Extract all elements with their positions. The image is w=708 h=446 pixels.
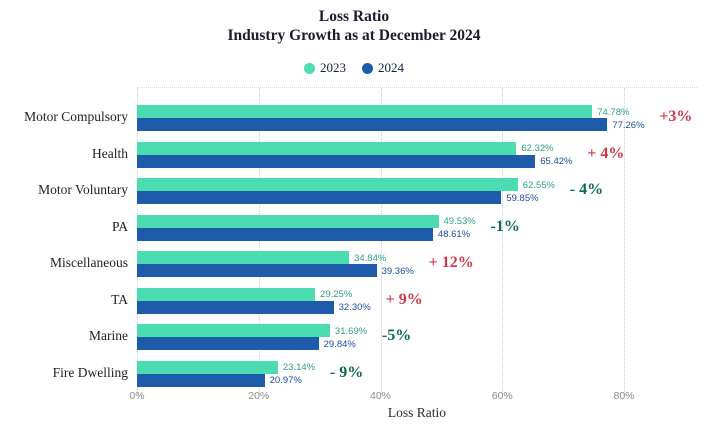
- bar-value-label-2024: 48.61%: [437, 229, 471, 240]
- bar-2023: [137, 105, 593, 118]
- change-annotation: - 4%: [569, 181, 604, 198]
- bar-value-label-2024: 29.84%: [323, 338, 356, 350]
- gridline-40%: [380, 88, 382, 394]
- x-tick-label: 80%: [613, 390, 635, 402]
- plot-area: 74.78% 77.26% +3% 62.32% 65.42% + 4% 62.55% 59.…: [137, 87, 697, 394]
- x-tick-label: 60%: [491, 390, 513, 402]
- bar-2024: [137, 118, 608, 131]
- gridline-80%: [624, 88, 625, 394]
- bar-2023: [137, 214, 439, 228]
- bar-value-label-2023: 49.53%: [443, 216, 476, 227]
- bar-value-label-2024: 77.26%: [612, 119, 645, 131]
- bar-value-label-2023: 34.84%: [354, 252, 387, 264]
- bar-value-label-2023: 62.32%: [521, 143, 554, 154]
- category-label: Miscellaneous: [50, 255, 128, 270]
- change-annotation: - 9%: [329, 363, 364, 381]
- chart-title-line2: Industry Growth as at December 2024: [227, 27, 481, 44]
- bar-value-label-2023: 74.78%: [597, 106, 630, 118]
- x-tick-label: 20%: [248, 390, 270, 402]
- bar-value-label-2023: 31.69%: [334, 325, 368, 337]
- bar-2023: [137, 141, 517, 155]
- gridline-0%: [137, 88, 138, 394]
- chart-title: Loss Ratio Industry Growth as at Decembe…: [0, 0, 708, 45]
- change-annotation: + 4%: [587, 144, 625, 162]
- x-axis-title: Loss Ratio: [387, 405, 447, 420]
- x-tick-label: 0%: [129, 390, 145, 402]
- bar-2024: [137, 154, 536, 168]
- bar-2023: [137, 287, 316, 301]
- bar-value-label-2023: 29.25%: [320, 289, 353, 300]
- bar-value-label-2024: 39.36%: [381, 265, 414, 277]
- gridline-20%: [258, 88, 260, 394]
- change-annotation: + 12%: [428, 254, 474, 271]
- bar-2024: [137, 264, 377, 277]
- bar-2023: [137, 360, 278, 374]
- chart-region: Motor Compulsory Health Motor Voluntary PA M…: [0, 87, 708, 427]
- bar-2024: [137, 337, 319, 350]
- x-tick-label: 40%: [369, 390, 392, 402]
- legend-dot-2024-icon: [362, 62, 373, 74]
- bar-2024: [137, 227, 433, 241]
- bar-2023: [137, 251, 350, 264]
- change-annotation: + 9%: [385, 290, 423, 308]
- bar-value-label-2023: 23.14%: [282, 362, 316, 373]
- change-annotation: -5%: [381, 327, 412, 344]
- category-label: Marine: [89, 328, 128, 343]
- bar-value-label-2024: 65.42%: [540, 156, 573, 167]
- category-label: PA: [111, 218, 128, 234]
- legend-dot-2023-icon: [304, 62, 315, 74]
- gridline-60%: [502, 88, 504, 394]
- bar-2023: [137, 324, 330, 337]
- legend-item-2023: 2023: [304, 60, 346, 76]
- category-label: Fire Dwelling: [52, 364, 128, 380]
- legend: 2023 2024: [0, 59, 708, 77]
- category-label: TA: [111, 291, 128, 307]
- x-axis: 0% 20% 40% 60% 80%: [129, 390, 697, 406]
- bar-value-label-2023: 62.55%: [522, 179, 555, 191]
- legend-label-2024: 2024: [378, 60, 404, 75]
- chart-title-line1: Loss Ratio: [318, 8, 390, 25]
- legend-label-2023: 2023: [320, 60, 346, 75]
- bar-2024: [137, 191, 502, 204]
- legend-item-2024: 2024: [362, 60, 404, 76]
- category-label: Motor Compulsory: [24, 109, 128, 124]
- bar-2023: [137, 178, 518, 191]
- bar-value-label-2024: 59.85%: [506, 192, 539, 204]
- bar-2024: [137, 300, 334, 314]
- bar-value-label-2024: 20.97%: [269, 375, 302, 386]
- bar-2024: [137, 373, 265, 387]
- category-label: Motor Voluntary: [38, 182, 128, 197]
- change-annotation: -1%: [490, 217, 520, 235]
- category-label: Health: [92, 145, 128, 161]
- change-annotation: +3%: [659, 108, 693, 125]
- bar-value-label-2024: 32.30%: [338, 302, 371, 313]
